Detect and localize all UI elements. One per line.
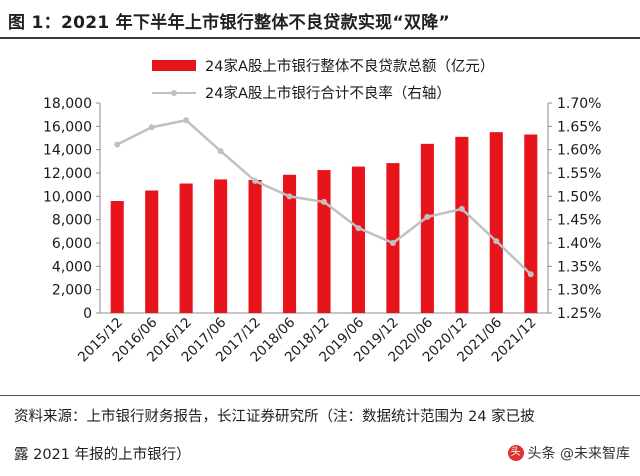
right-tick-label: 1.25%: [557, 306, 601, 322]
left-tick-label: 8,000: [52, 213, 92, 229]
title-divider: [0, 37, 640, 39]
line-point: [114, 141, 121, 148]
line-point: [148, 124, 155, 131]
legend-label-line: 24家A股上市银行合计不良率（右轴）: [205, 85, 451, 102]
bar: [179, 183, 193, 313]
line-point: [424, 213, 431, 220]
bar: [145, 190, 159, 313]
toutiao-logo-icon: 头: [507, 445, 524, 461]
right-tick-label: 1.50%: [557, 189, 601, 205]
right-tick-label: 1.60%: [557, 143, 601, 159]
bar: [455, 136, 469, 313]
line-point: [458, 205, 465, 212]
chart-legend: 24家A股上市银行整体不良贷款总额（亿元） 24家A股上市银行合计不良率（右轴）: [152, 58, 494, 102]
watermark-text: 头条 @未来智库: [527, 446, 630, 462]
right-tick-label: 1.35%: [557, 259, 601, 275]
bar: [214, 179, 228, 313]
right-tick-label: 1.40%: [557, 236, 601, 252]
left-tick-label: 12,000: [43, 166, 92, 182]
bar: [420, 143, 434, 313]
right-tick-label: 1.55%: [557, 166, 601, 182]
bar: [524, 134, 538, 313]
bar: [351, 166, 366, 313]
left-tick-label: 2,000: [52, 283, 92, 299]
left-tick-label: 0: [83, 306, 92, 322]
bar: [317, 170, 331, 313]
right-tick-label: 1.30%: [557, 283, 601, 299]
right-tick-label: 1.70%: [557, 96, 601, 112]
source-note-line-1: 资料来源：上市银行财务报告，长江证券研究所（注：数据统计范围为 24 家已披: [14, 409, 535, 425]
left-tick-label: 14,000: [43, 143, 92, 159]
left-tick-label: 18,000: [43, 96, 92, 112]
line-point: [321, 198, 327, 205]
legend-swatch-bar: [152, 60, 196, 71]
line-point: [252, 177, 259, 184]
line-point: [183, 117, 190, 124]
line-point: [217, 148, 224, 155]
right-tick-label: 1.45%: [557, 213, 601, 229]
source-divider: [0, 395, 640, 396]
line-point: [493, 238, 500, 245]
left-tick-label: 10,000: [43, 189, 92, 205]
left-tick-label: 16,000: [43, 119, 92, 135]
watermark: 头 头条 @未来智库: [507, 443, 630, 463]
chart-axes: 0 2,000 4,000 6,000 8,000 10,000 12,000 14,000 1…: [43, 96, 601, 322]
bar: [282, 174, 297, 313]
bar-series: [110, 132, 538, 313]
line-point: [389, 240, 396, 246]
legend-label-bar: 24家A股上市银行整体不良贷款总额（亿元）: [205, 58, 494, 75]
bar: [386, 163, 400, 313]
line-series: [114, 117, 534, 278]
combo-chart: 24家A股上市银行整体不良贷款总额（亿元）24家A股上市银行合计不良率（右轴） …: [43, 58, 601, 366]
line-point: [527, 271, 534, 278]
legend-marker-line: [171, 90, 177, 96]
line-point: [286, 193, 293, 200]
source-note-line-2: 露 2021 年报的上市银行）: [14, 447, 191, 463]
bar: [110, 201, 124, 313]
right-tick-label: 1.65%: [557, 119, 601, 135]
figure-title: 图 1：2021 年下半年上市银行整体不良贷款实现“双降”: [8, 13, 451, 33]
bar: [489, 132, 503, 313]
x-tick-labels: 2015/122016/062016/122017/062017/122018/…: [75, 315, 540, 366]
left-tick-label: 6,000: [52, 236, 92, 252]
line-point: [355, 225, 362, 232]
bar: [248, 180, 262, 313]
left-tick-label: 4,000: [52, 259, 92, 275]
